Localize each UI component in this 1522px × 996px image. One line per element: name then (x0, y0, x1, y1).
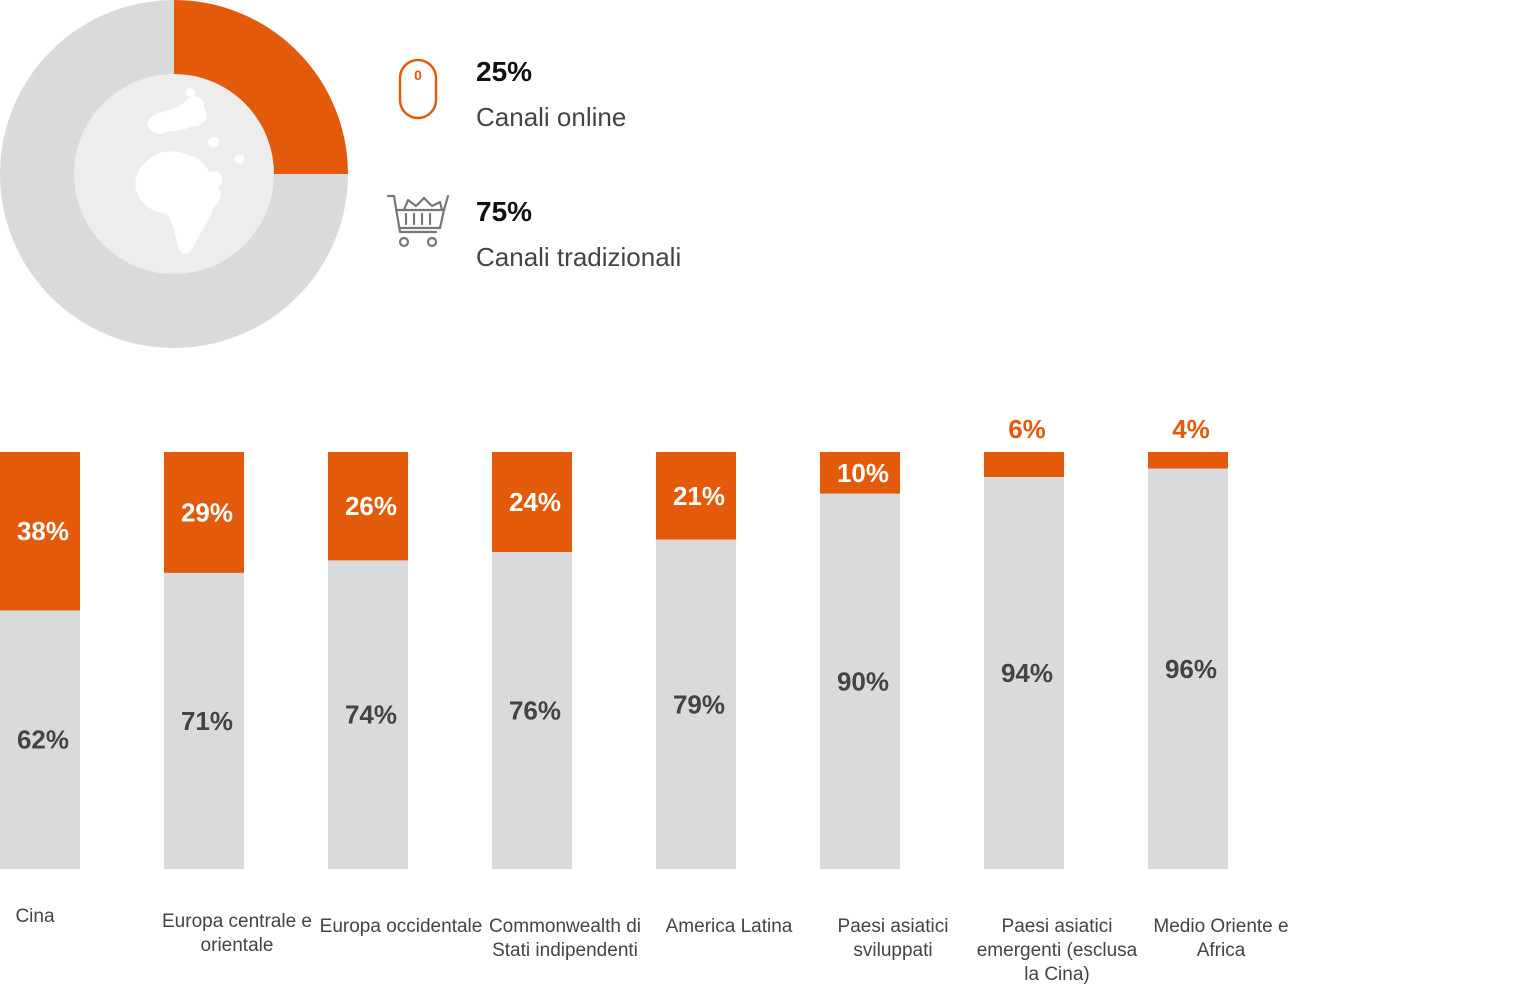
svg-text:0: 0 (414, 67, 422, 83)
bar-traditional-segment (164, 572, 244, 869)
donut-slice-traditional (0, 0, 348, 348)
category-label: Paesi asiatici emergenti (esclusa la Cin… (976, 916, 1138, 985)
bar-traditional-segment (1148, 468, 1228, 869)
traditional-label: Canali tradizionali (476, 242, 682, 272)
data-label-online: 24% (509, 487, 561, 517)
data-label-traditional: 96% (1165, 654, 1217, 684)
globe-icon (135, 88, 245, 255)
data-label-traditional: 79% (673, 689, 725, 719)
bar-online-segment (1148, 452, 1228, 469)
data-label-online: 38% (17, 516, 69, 546)
category-label: Europa occidentale (319, 916, 483, 937)
bar-online-segment (492, 452, 572, 553)
category-label: Commonwealth di Stati indipendenti (488, 916, 642, 961)
data-label-online: 4% (1172, 414, 1210, 444)
data-label-traditional: 76% (509, 696, 561, 726)
data-label-online: 29% (181, 497, 233, 527)
bar-traditional-segment (984, 477, 1064, 869)
online-percentage: 25% (476, 56, 533, 87)
bar-traditional-segment (492, 552, 572, 869)
bar-online-segment (656, 452, 736, 540)
category-label: America Latina (665, 916, 793, 937)
data-label-traditional: 94% (1001, 658, 1053, 688)
data-label-online: 6% (1008, 414, 1046, 444)
data-label-online: 10% (837, 458, 889, 488)
data-label-traditional: 71% (181, 706, 233, 736)
data-label-traditional: 62% (17, 725, 69, 755)
mouse-icon: 0 (398, 58, 438, 120)
bar-online-segment (984, 452, 1064, 478)
donut-slice-online (172, 0, 348, 176)
data-label-online: 21% (673, 481, 725, 511)
donut-chart (0, 0, 348, 348)
category-label: Paesi asiatici sviluppati (837, 916, 949, 961)
bar-traditional-segment (656, 539, 736, 869)
bar-traditional-segment (328, 560, 408, 869)
bar-online-segment (328, 452, 408, 561)
stacked-bar-chart: 38% 62% 29% 71% 26% 74% 24% 76% 21% 79% 10% 90% 6% 94… (0, 414, 1228, 869)
bar-online-segment (164, 452, 244, 573)
category-label: Cina (15, 906, 55, 927)
bar-traditional-segment (820, 493, 900, 869)
bar-traditional-segment (0, 610, 80, 869)
bar-online-segment (820, 452, 900, 494)
bar-online-segment (0, 452, 80, 611)
data-label-online: 26% (345, 491, 397, 521)
category-label: Europa centrale e orientale (162, 911, 312, 956)
category-label: Medio Oriente e Africa (1153, 916, 1289, 961)
data-label-traditional: 74% (345, 700, 397, 730)
traditional-percentage: 75% (476, 196, 533, 227)
data-label-traditional: 90% (837, 666, 889, 696)
online-label: Canali online (476, 102, 627, 132)
shopping-cart-icon (386, 194, 450, 248)
